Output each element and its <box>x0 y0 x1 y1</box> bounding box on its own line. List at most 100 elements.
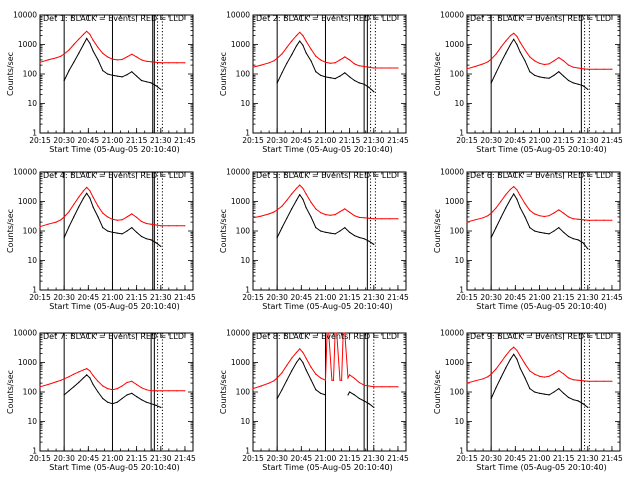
series-point-events <box>68 226 70 228</box>
series-point-lld <box>490 212 492 214</box>
series-point-lld <box>349 59 351 61</box>
series-point-lld <box>184 62 186 64</box>
series-point-lld <box>347 377 349 379</box>
series-point-lld <box>538 215 541 217</box>
series-point-events <box>373 243 375 245</box>
series-point-lld <box>150 223 152 225</box>
series-point-lld <box>558 209 560 211</box>
series-point-lld <box>349 211 351 213</box>
series-point-lld <box>150 61 152 63</box>
x-tick-label: 21:00 <box>315 136 337 145</box>
series-point-events <box>495 227 497 229</box>
series-point-events <box>315 71 317 73</box>
y-tick-label: 1000 <box>231 40 250 49</box>
series-point-lld <box>509 349 512 351</box>
series-point-events <box>286 379 288 381</box>
series-point-events <box>529 388 531 390</box>
series-point-lld <box>466 221 468 223</box>
series-point-lld <box>252 217 254 219</box>
series-point-lld <box>82 33 85 36</box>
series-point-lld <box>548 215 550 217</box>
series-point-lld <box>92 375 94 377</box>
y-tick-label: 10000 <box>226 11 250 20</box>
series-point-lld <box>63 216 65 218</box>
series-point-lld <box>260 385 262 387</box>
series-point-lld <box>92 39 94 41</box>
series-point-lld <box>324 214 327 216</box>
series-point-lld <box>339 59 341 61</box>
series-point-events <box>490 82 492 84</box>
x-tick-label: 21:00 <box>102 293 124 302</box>
y-tick-label: 1000 <box>231 197 250 206</box>
series-point-events <box>538 392 541 394</box>
series-point-events <box>68 70 70 72</box>
y-tick-label: 100 <box>450 227 465 236</box>
series-point-lld <box>500 46 502 49</box>
series-point-lld <box>315 208 317 210</box>
series-point-lld <box>595 68 597 70</box>
series-point-lld <box>538 62 541 64</box>
series-point-events <box>305 207 307 209</box>
series-line-events <box>490 353 589 408</box>
series-point-events <box>358 397 360 400</box>
series-point-events <box>310 379 312 381</box>
series-point-lld <box>558 57 560 59</box>
series-point-lld <box>78 371 80 373</box>
series-point-events <box>315 227 317 229</box>
series-point-lld <box>572 218 574 220</box>
series-point-events <box>509 43 512 46</box>
series-point-events <box>97 59 99 61</box>
x-axis-label: Start Time (05-Aug-05 20:10:40) <box>49 302 180 311</box>
series-point-lld <box>320 212 322 214</box>
series-point-events <box>302 44 304 46</box>
series-point-lld <box>397 67 399 69</box>
series-point-events <box>329 77 331 79</box>
series-point-lld <box>291 357 293 359</box>
series-line-events <box>490 193 589 250</box>
series-point-lld <box>339 211 341 213</box>
panel-title: Det 4: BLACK = Events, RED = LLD <box>43 171 184 180</box>
series-point-lld <box>524 49 526 51</box>
x-tick-label: 21:00 <box>529 136 551 145</box>
series-point-events <box>363 238 365 240</box>
series-point-lld <box>381 386 383 388</box>
y-tick-label: 1 <box>459 129 464 138</box>
x-tick-label: 21:15 <box>339 136 361 145</box>
series-point-lld <box>97 380 99 382</box>
series-point-events <box>299 40 301 42</box>
series-point-lld <box>140 387 143 389</box>
series-point-lld <box>524 203 526 205</box>
series-point-events <box>276 82 278 84</box>
series-point-events <box>150 403 152 405</box>
x-axis-label: Start Time (05-Aug-05 20:10:40) <box>476 463 607 472</box>
x-tick-label: 21:45 <box>387 454 409 463</box>
series-point-lld <box>509 35 512 37</box>
series-point-lld <box>310 48 312 50</box>
series-point-lld <box>548 375 550 377</box>
x-tick-label: 21:15 <box>339 454 361 463</box>
series-point-events <box>78 52 80 55</box>
series-point-events <box>281 227 283 229</box>
series-point-lld <box>315 373 317 375</box>
series-point-events <box>131 71 133 73</box>
series-point-events <box>89 377 91 379</box>
series-point-lld <box>482 378 484 380</box>
series-point-lld <box>331 379 333 381</box>
series-point-events <box>567 79 570 82</box>
series-point-events <box>145 238 147 240</box>
series-point-lld <box>336 332 338 334</box>
y-tick-label: 1 <box>245 129 250 138</box>
series-point-events <box>276 236 278 239</box>
series-point-lld <box>299 348 301 350</box>
y-tick-label: 10 <box>240 256 250 265</box>
series-point-lld <box>490 58 492 60</box>
series-point-events <box>78 381 80 384</box>
x-tick-label: 21:15 <box>126 293 148 302</box>
series-line-lld <box>252 332 398 390</box>
x-tick-label: 21:00 <box>102 136 124 145</box>
series-point-events <box>82 197 85 199</box>
series-point-lld <box>302 351 304 353</box>
series-point-lld <box>595 219 597 221</box>
series-point-events <box>92 50 94 52</box>
series-point-events <box>86 37 88 40</box>
